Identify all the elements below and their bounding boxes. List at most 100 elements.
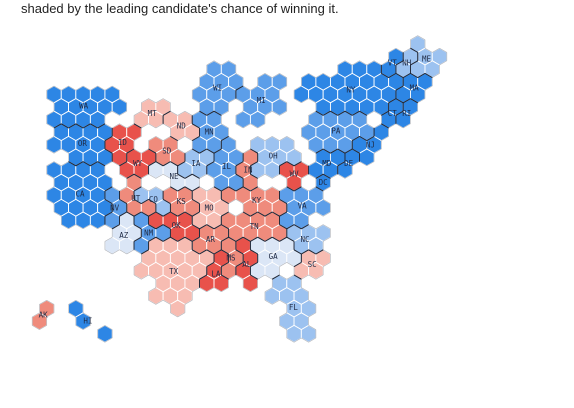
state-border-segment — [148, 299, 156, 305]
state-border-segment — [352, 161, 360, 167]
state-border-segment — [68, 123, 77, 129]
state-border-segment — [293, 161, 302, 167]
state-border-segment — [177, 136, 186, 141]
state-border-segment — [308, 312, 317, 318]
state-border-segment — [162, 136, 171, 141]
state-border-segment — [315, 224, 324, 230]
state-border-segment — [352, 148, 360, 154]
state-border-segment — [359, 110, 368, 116]
state-border-segment — [141, 98, 149, 104]
state-border-segment — [264, 287, 273, 293]
state-border-segment — [119, 211, 127, 217]
hex-cell-nj — [359, 148, 375, 167]
state-border-segment — [301, 274, 309, 280]
state-border-segment — [272, 186, 280, 192]
state-label-nc: NC — [300, 235, 309, 244]
state-border-segment — [133, 274, 142, 280]
state-border-segment — [250, 136, 258, 141]
state-border-segment — [323, 186, 331, 192]
state-border-segment — [395, 123, 404, 129]
state-border-segment — [170, 136, 178, 141]
state-border-segment — [235, 274, 244, 280]
state-border-segment — [104, 211, 113, 217]
state-border-segment — [235, 161, 244, 167]
state-label-ks: KS — [177, 197, 187, 206]
state-border-segment — [323, 199, 331, 204]
state-border-segment — [112, 249, 120, 255]
state-border-segment — [141, 211, 149, 217]
state-border-segment — [424, 47, 433, 53]
state-border-segment — [272, 211, 280, 217]
state-border-segment — [279, 85, 287, 91]
map-caption: shaded by the leading candidate's chance… — [21, 1, 339, 16]
state-border-segment — [213, 186, 222, 192]
hex-cell-hi — [75, 312, 91, 331]
state-label-nh: NH — [402, 58, 412, 67]
hex-cell-wa — [111, 98, 128, 116]
state-label-wv: WV — [290, 170, 300, 179]
state-border-segment — [250, 262, 258, 267]
state-border-segment — [126, 148, 135, 154]
state-border-segment — [104, 249, 113, 255]
state-border-segment — [162, 236, 171, 242]
state-border-segment — [199, 148, 207, 154]
state-border-segment — [133, 148, 142, 154]
state-border-segment — [162, 161, 171, 167]
state-border-segment — [293, 186, 302, 192]
hex-cell-tx — [169, 299, 186, 318]
state-border-segment — [293, 224, 302, 230]
state-border-segment — [293, 85, 302, 91]
state-label-ia: IA — [191, 159, 201, 168]
state-labels: WA OR CA NV ID MT WY UT AZ CO NM ND SD NE KS OK TX MN IA MO… — [39, 55, 432, 326]
state-border-segment — [46, 123, 55, 129]
state-border-segment — [308, 274, 317, 280]
state-border-segment — [250, 161, 258, 167]
state-border-segment — [148, 199, 157, 204]
state-border-segment — [308, 224, 317, 230]
state-border-segment — [126, 211, 135, 217]
state-border-segment — [315, 274, 324, 280]
state-border-segment — [162, 211, 171, 217]
state-border-segment — [250, 186, 258, 192]
state-border-segment — [417, 35, 426, 41]
state-border-segment — [228, 136, 237, 141]
state-border-segment — [68, 312, 76, 318]
state-label-nm: NM — [144, 229, 154, 238]
state-label-nv: NV — [110, 203, 120, 212]
state-border-segment — [279, 186, 287, 192]
state-border-segment — [213, 148, 222, 154]
state-border-segment — [221, 224, 229, 230]
state-border-segment — [344, 110, 353, 116]
state-border-segment — [97, 325, 106, 330]
state-border-segment — [97, 161, 106, 167]
state-label-mo: MO — [205, 203, 215, 212]
state-border-segment — [199, 287, 207, 293]
state-border-segment — [133, 186, 142, 192]
state-border-segment — [206, 161, 215, 167]
state-border-segment — [323, 249, 331, 255]
state-border-segment — [39, 325, 47, 330]
state-border-segment — [264, 299, 273, 305]
state-border-segment — [82, 312, 91, 318]
state-border-segment — [323, 236, 331, 242]
state-border-segment — [235, 173, 244, 179]
state-label-ar: AR — [206, 235, 216, 244]
state-border-segment — [191, 224, 200, 230]
state-border-segment — [61, 148, 69, 154]
state-border-segment — [402, 73, 411, 78]
hex-cell-sc — [308, 261, 324, 280]
state-label-nj: NJ — [366, 140, 375, 149]
state-border-segment — [337, 173, 346, 179]
state-border-segment — [148, 224, 157, 230]
state-border-segment — [53, 161, 62, 167]
state-border-segment — [410, 35, 418, 41]
state-label-tx: TX — [169, 267, 179, 276]
state-border-segment — [242, 123, 251, 129]
state-border-segment — [286, 224, 295, 230]
state-label-or: OR — [78, 139, 88, 148]
state-border-segment — [133, 110, 142, 116]
state-border-segment — [184, 110, 193, 116]
state-border-segment — [250, 274, 258, 280]
state-border-segment — [250, 148, 258, 154]
state-label-sc: SC — [308, 260, 317, 269]
